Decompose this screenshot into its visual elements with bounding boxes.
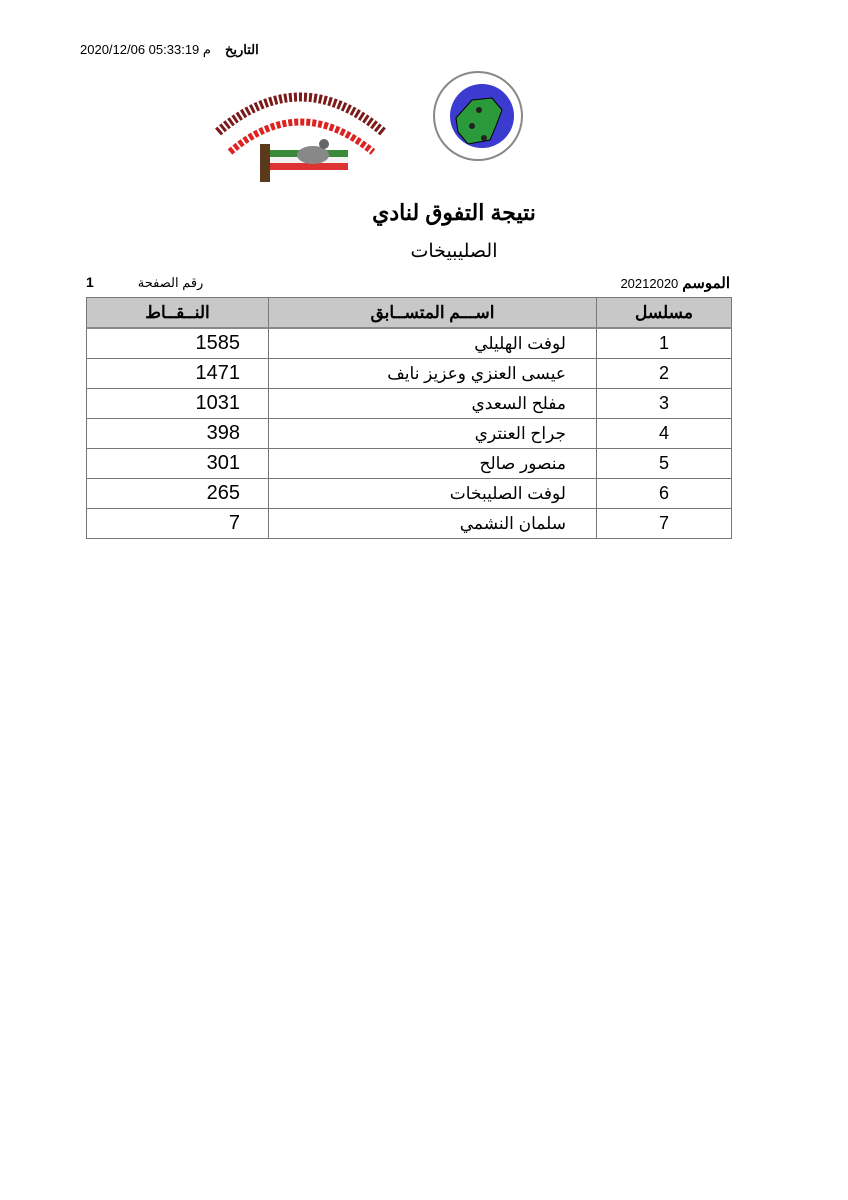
cell-name: مفلح السعدي — [268, 388, 597, 419]
season-value: 20212020 — [620, 276, 679, 291]
table-row: 1585 لوفت الهليلي 1 — [86, 327, 732, 359]
cell-name: منصور صالح — [268, 448, 597, 479]
header-name: اســـم المتســابق — [268, 297, 597, 329]
season-label: الموسم — [682, 275, 730, 292]
cell-name: لوفت الصليبخات — [268, 478, 597, 509]
club-name-text: الصليبيخات — [410, 241, 498, 262]
table-header-row: النــقــاط اســـم المتســابق مسلسل — [86, 297, 732, 329]
cell-points: 1031 — [86, 388, 269, 419]
page-number: رقم الصفحة 1 — [86, 274, 203, 291]
cell-serial: 6 — [596, 478, 732, 509]
cell-name: سلمان النشمي — [268, 508, 597, 539]
print-date: التاريخ 2020/12/06 05:33:19 م — [80, 42, 259, 58]
page-title: نتيجة التفوق لنادي — [0, 200, 848, 226]
cell-points: 1471 — [86, 358, 269, 389]
season: الموسم20212020 — [620, 274, 730, 292]
cell-serial: 3 — [596, 388, 732, 419]
cell-points: 265 — [86, 478, 269, 509]
table-row: 301 منصور صالح 5 — [86, 448, 732, 479]
cell-name: جراح العنتري — [268, 418, 597, 449]
page-title-text: نتيجة التفوق لنادي — [372, 200, 536, 225]
cell-points: 7 — [86, 508, 269, 539]
date-value: 2020/12/06 05:33:19 م — [80, 42, 211, 57]
cell-serial: 5 — [596, 448, 732, 479]
club-name: الصليبيخات — [0, 240, 848, 263]
results-table: النــقــاط اســـم المتســابق مسلسل 1585 ل… — [86, 297, 732, 539]
page-number-value: 1 — [86, 274, 94, 290]
federation-logo — [433, 71, 523, 161]
table-row: 1031 مفلح السعدي 3 — [86, 388, 732, 419]
cell-name: لوفت الهليلي — [268, 327, 597, 359]
cell-serial: 7 — [596, 508, 732, 539]
cell-points: 398 — [86, 418, 269, 449]
club-logo — [215, 92, 386, 182]
table-row: 398 جراح العنتري 4 — [86, 418, 732, 449]
cell-serial: 4 — [596, 418, 732, 449]
date-label: التاريخ — [224, 42, 259, 57]
header-points: النــقــاط — [86, 297, 269, 329]
cell-serial: 2 — [596, 358, 732, 389]
page-number-label: رقم الصفحة — [137, 275, 204, 290]
cell-serial: 1 — [596, 327, 732, 359]
cell-name: عيسى العنزي وعزيز نايف — [268, 358, 597, 389]
table-row: 1471 عيسى العنزي وعزيز نايف 2 — [86, 358, 732, 389]
table-row: 265 لوفت الصليبخات 6 — [86, 478, 732, 509]
table-row: 7 سلمان النشمي 7 — [86, 508, 732, 539]
cell-points: 1585 — [86, 327, 269, 359]
header-serial: مسلسل — [596, 297, 732, 329]
cell-points: 301 — [86, 448, 269, 479]
